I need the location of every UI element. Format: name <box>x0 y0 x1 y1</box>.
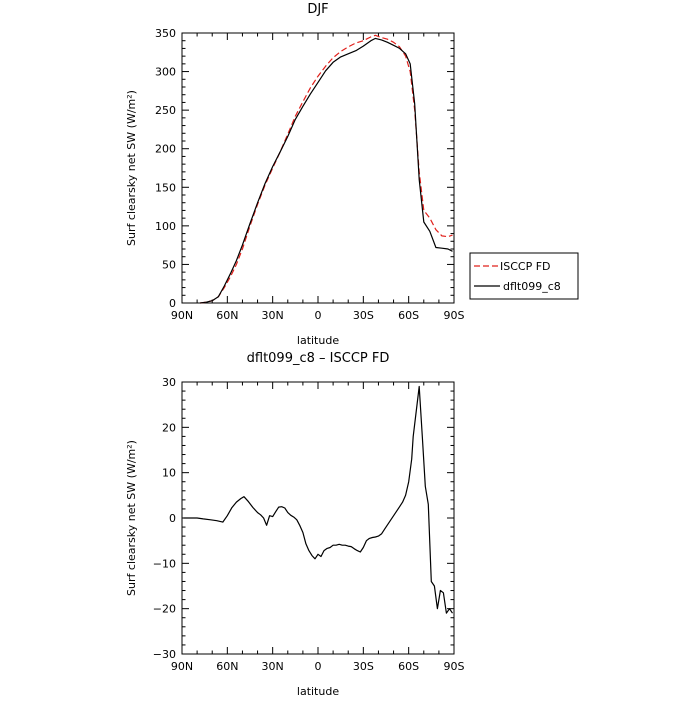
bottom-x-tick-label: 60S <box>398 660 419 673</box>
top-x-tick-label: 90N <box>171 309 193 322</box>
top-x-ticks: 90N 60N 30N 0 30S 60S 90S <box>171 33 465 322</box>
bottom-panel-title: dflt099_c8 – ISCCP FD <box>247 351 390 366</box>
top-y-tick-label: 150 <box>155 181 176 194</box>
top-panel-title: DJF <box>307 2 328 17</box>
bottom-x-tick-label: 30S <box>353 660 374 673</box>
bottom-y-tick-label: 20 <box>162 421 176 434</box>
bottom-x-tick-label: 90N <box>171 660 193 673</box>
legend-label-dflt099-c8: dflt099_c8 <box>503 280 561 293</box>
bottom-y-tick-label: 10 <box>162 467 176 480</box>
bottom-panel: dflt099_c8 – ISCCP FD −30 −20 −10 0 10 20 30 9… <box>125 351 465 698</box>
bottom-series-line-0 <box>183 385 453 614</box>
bottom-y-tick-label: −10 <box>153 557 176 570</box>
bottom-x-tick-label: 90S <box>444 660 465 673</box>
top-y-tick-label: 250 <box>155 104 176 117</box>
top-x-tick-label: 60S <box>398 309 419 322</box>
bottom-y-tick-label: 0 <box>169 512 176 525</box>
top-y-axis-title: Surf clearsky net SW (W/m²) <box>125 90 138 246</box>
top-x-axis-title: latitude <box>297 334 339 347</box>
top-y-tick-label: 100 <box>155 220 176 233</box>
bottom-plot-frame <box>181 381 455 655</box>
bottom-x-ticks: 90N 60N 30N 0 30S 60S 90S <box>171 382 465 673</box>
bottom-y-tick-label: 30 <box>162 376 176 389</box>
top-y-tick-label: 0 <box>169 297 176 310</box>
top-x-tick-label: 30S <box>353 309 374 322</box>
bottom-y-tick-label: −20 <box>153 603 176 616</box>
top-x-tick-label: 60N <box>216 309 238 322</box>
top-series-line-dflt099-c8 <box>200 37 453 304</box>
legend-label-isccp-fd: ISCCP FD <box>500 260 551 273</box>
top-plot-frame <box>181 32 455 304</box>
bottom-x-tick-label: 60N <box>216 660 238 673</box>
bottom-y-axis-title: Surf clearsky net SW (W/m²) <box>125 440 138 596</box>
top-y-ticks: 0 50 100 150 200 250 300 350 <box>155 27 454 310</box>
bottom-x-tick-label: 30N <box>262 660 284 673</box>
bottom-x-axis-title: latitude <box>297 685 339 698</box>
top-series-group <box>200 34 453 304</box>
legend-box <box>469 252 579 300</box>
bottom-x-tick-label: 0 <box>315 660 322 673</box>
top-series-line-isccp-fd <box>200 34 453 304</box>
legend: ISCCP FD dflt099_c8 <box>469 252 579 300</box>
top-x-tick-label: 30N <box>262 309 284 322</box>
bottom-y-ticks: −30 −20 −10 0 10 20 30 <box>153 376 454 661</box>
top-y-tick-label: 50 <box>162 258 176 271</box>
bottom-series-group <box>183 385 453 614</box>
top-y-tick-label: 300 <box>155 66 176 79</box>
top-y-tick-label: 200 <box>155 143 176 156</box>
top-x-tick-label: 0 <box>315 309 322 322</box>
top-x-tick-label: 90S <box>444 309 465 322</box>
bottom-y-tick-label: −30 <box>153 648 176 661</box>
top-y-tick-label: 350 <box>155 27 176 40</box>
top-panel: DJF 0 50 100 150 200 250 300 350 90N 60N 30N 0 30S 6… <box>125 2 579 347</box>
